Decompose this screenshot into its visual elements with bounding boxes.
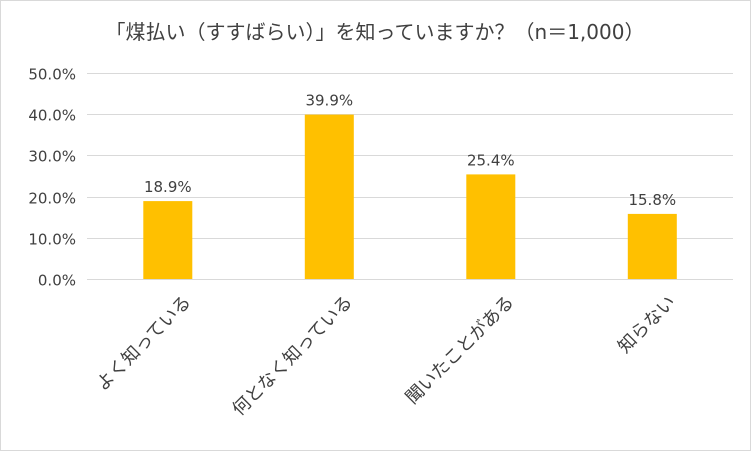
chart-title: 「煤払い（すすばらい）」を知っていますか？（n＝1,000） bbox=[106, 20, 645, 44]
y-tick-label: 40.0% bbox=[28, 107, 76, 125]
category-label: 聞いたことがある bbox=[402, 292, 519, 409]
bar bbox=[466, 174, 516, 279]
data-label: 25.4% bbox=[467, 151, 515, 169]
y-tick-label: 50.0% bbox=[28, 66, 76, 84]
category-label: 何となく知っている bbox=[229, 292, 357, 420]
data-label: 18.9% bbox=[144, 178, 192, 196]
y-tick-label: 30.0% bbox=[28, 148, 76, 166]
bar bbox=[304, 114, 354, 279]
y-tick-label: 0.0% bbox=[38, 272, 76, 290]
y-tick-label: 20.0% bbox=[28, 190, 76, 208]
bar bbox=[143, 201, 193, 279]
data-label: 15.8% bbox=[628, 191, 676, 209]
y-axis-tick-labels: 0.0% 10.0% 20.0% 30.0% 40.0% 50.0% bbox=[28, 66, 76, 290]
data-labels: 18.9% 39.9% 25.4% 15.8% bbox=[144, 92, 676, 209]
bar bbox=[627, 213, 677, 279]
category-label: 知らない bbox=[614, 292, 680, 358]
category-labels: よく知っている 何となく知っている 聞いたことがある 知らない bbox=[92, 292, 680, 420]
data-label: 39.9% bbox=[305, 92, 353, 110]
gridlines bbox=[87, 73, 733, 280]
y-tick-label: 10.0% bbox=[28, 231, 76, 249]
bars bbox=[143, 114, 677, 279]
category-label: よく知っている bbox=[92, 292, 195, 395]
